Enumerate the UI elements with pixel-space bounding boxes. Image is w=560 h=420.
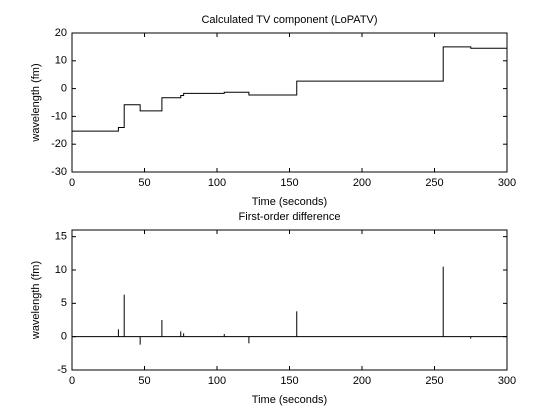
x-tick-label: 0	[69, 375, 75, 387]
y-tick-label: 10	[55, 55, 67, 67]
axes-box	[71, 229, 508, 371]
y-tick-label: 5	[61, 297, 67, 309]
chart-title: First-order difference	[239, 211, 341, 223]
x-tick-label: 150	[280, 177, 298, 189]
y-axis-label: wavelength (fm)	[30, 261, 42, 340]
data-line	[72, 46, 507, 132]
x-tick-label: 200	[353, 177, 371, 189]
y-tick-label: 0	[61, 331, 67, 343]
x-tick-label: 250	[425, 375, 443, 387]
y-axis-label: wavelength (fm)	[30, 63, 42, 142]
x-tick-label: 50	[138, 177, 150, 189]
y-tick-label: 10	[55, 264, 67, 276]
x-tick-label: 300	[498, 375, 516, 387]
x-tick-label: 150	[280, 375, 298, 387]
x-tick-label: 50	[138, 375, 150, 387]
x-tick-label: 300	[498, 177, 516, 189]
y-tick-label: 15	[55, 231, 67, 243]
y-tick-label: 0	[61, 83, 67, 95]
y-tick-label: -5	[57, 364, 67, 376]
x-tick-label: 100	[208, 375, 226, 387]
x-tick-label: 0	[69, 177, 75, 189]
x-tick-label: 200	[353, 375, 371, 387]
y-tick-label: -20	[51, 138, 67, 150]
x-axis-label: Time (seconds)	[252, 394, 327, 406]
x-axis-label: Time (seconds)	[252, 196, 327, 208]
x-tick-label: 100	[208, 177, 226, 189]
axes-box	[71, 32, 508, 173]
y-tick-label: 20	[55, 27, 67, 39]
y-tick-label: -30	[51, 166, 67, 178]
y-tick-label: -10	[51, 110, 67, 122]
chart-title: Calculated TV component (LoPATV)	[201, 14, 377, 26]
x-tick-label: 250	[425, 177, 443, 189]
